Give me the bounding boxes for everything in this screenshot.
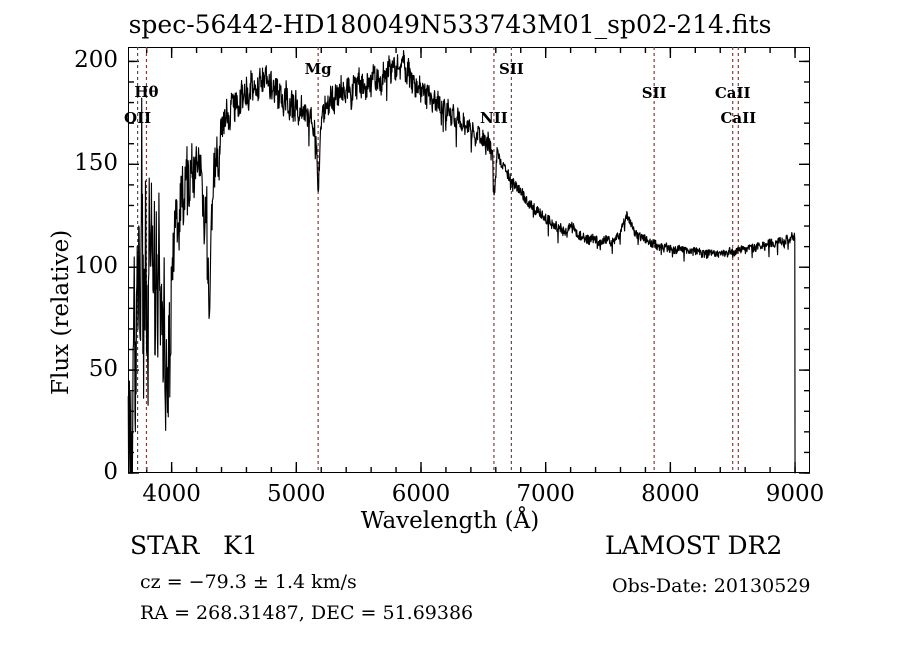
- spectrum-trace-group: [127, 50, 796, 474]
- spectral-line-label: CaII: [714, 84, 751, 103]
- y-tick-label: 50: [88, 356, 118, 383]
- spectral-line-label: SII: [641, 84, 667, 103]
- y-tick-label: 100: [74, 253, 118, 280]
- x-tick-label: 9000: [765, 481, 825, 507]
- x-tick-label: 7000: [516, 481, 575, 507]
- x-tick-label: 5000: [267, 481, 326, 507]
- spectral-line-label: SII: [498, 59, 524, 78]
- x-tick-label: 4000: [142, 481, 201, 507]
- spectral-line-label: Mg: [304, 59, 332, 78]
- coordinates-value: RA = 268.31487, DEC = 51.69386: [140, 602, 474, 624]
- object-type: STAR: [130, 531, 200, 560]
- spectral-line-label: CaII: [720, 108, 757, 127]
- spectral-line-label: NII: [480, 108, 508, 127]
- spectral-line-label: Hθ: [134, 83, 159, 102]
- plot-frame: [128, 47, 810, 473]
- plot-title: spec-56442-HD180049N533743M01_sp02-214.f…: [128, 10, 772, 39]
- x-tick-label: 8000: [641, 481, 700, 507]
- x-tick-label: 6000: [391, 481, 451, 507]
- spectrum-trace: [127, 50, 796, 474]
- cz-value: cz = −79.3 ± 1.4 km/s: [140, 571, 357, 593]
- major-ticks: [128, 47, 810, 474]
- spectral-class: K1: [223, 531, 258, 560]
- obs-date-value: Obs-Date: 20130529: [612, 575, 811, 597]
- spectral-line-label: OII: [124, 108, 152, 127]
- object-type-label: STAR K1: [130, 531, 258, 560]
- survey-label: LAMOST DR2: [605, 531, 783, 560]
- y-axis-label: Flux (relative): [48, 229, 74, 395]
- y-tick-label: 200: [74, 47, 118, 74]
- y-tick-label: 150: [74, 150, 118, 177]
- y-tick-label: 0: [103, 459, 118, 485]
- line-marker-group: [137, 47, 739, 473]
- x-axis-label: Wavelength (Å): [360, 508, 540, 534]
